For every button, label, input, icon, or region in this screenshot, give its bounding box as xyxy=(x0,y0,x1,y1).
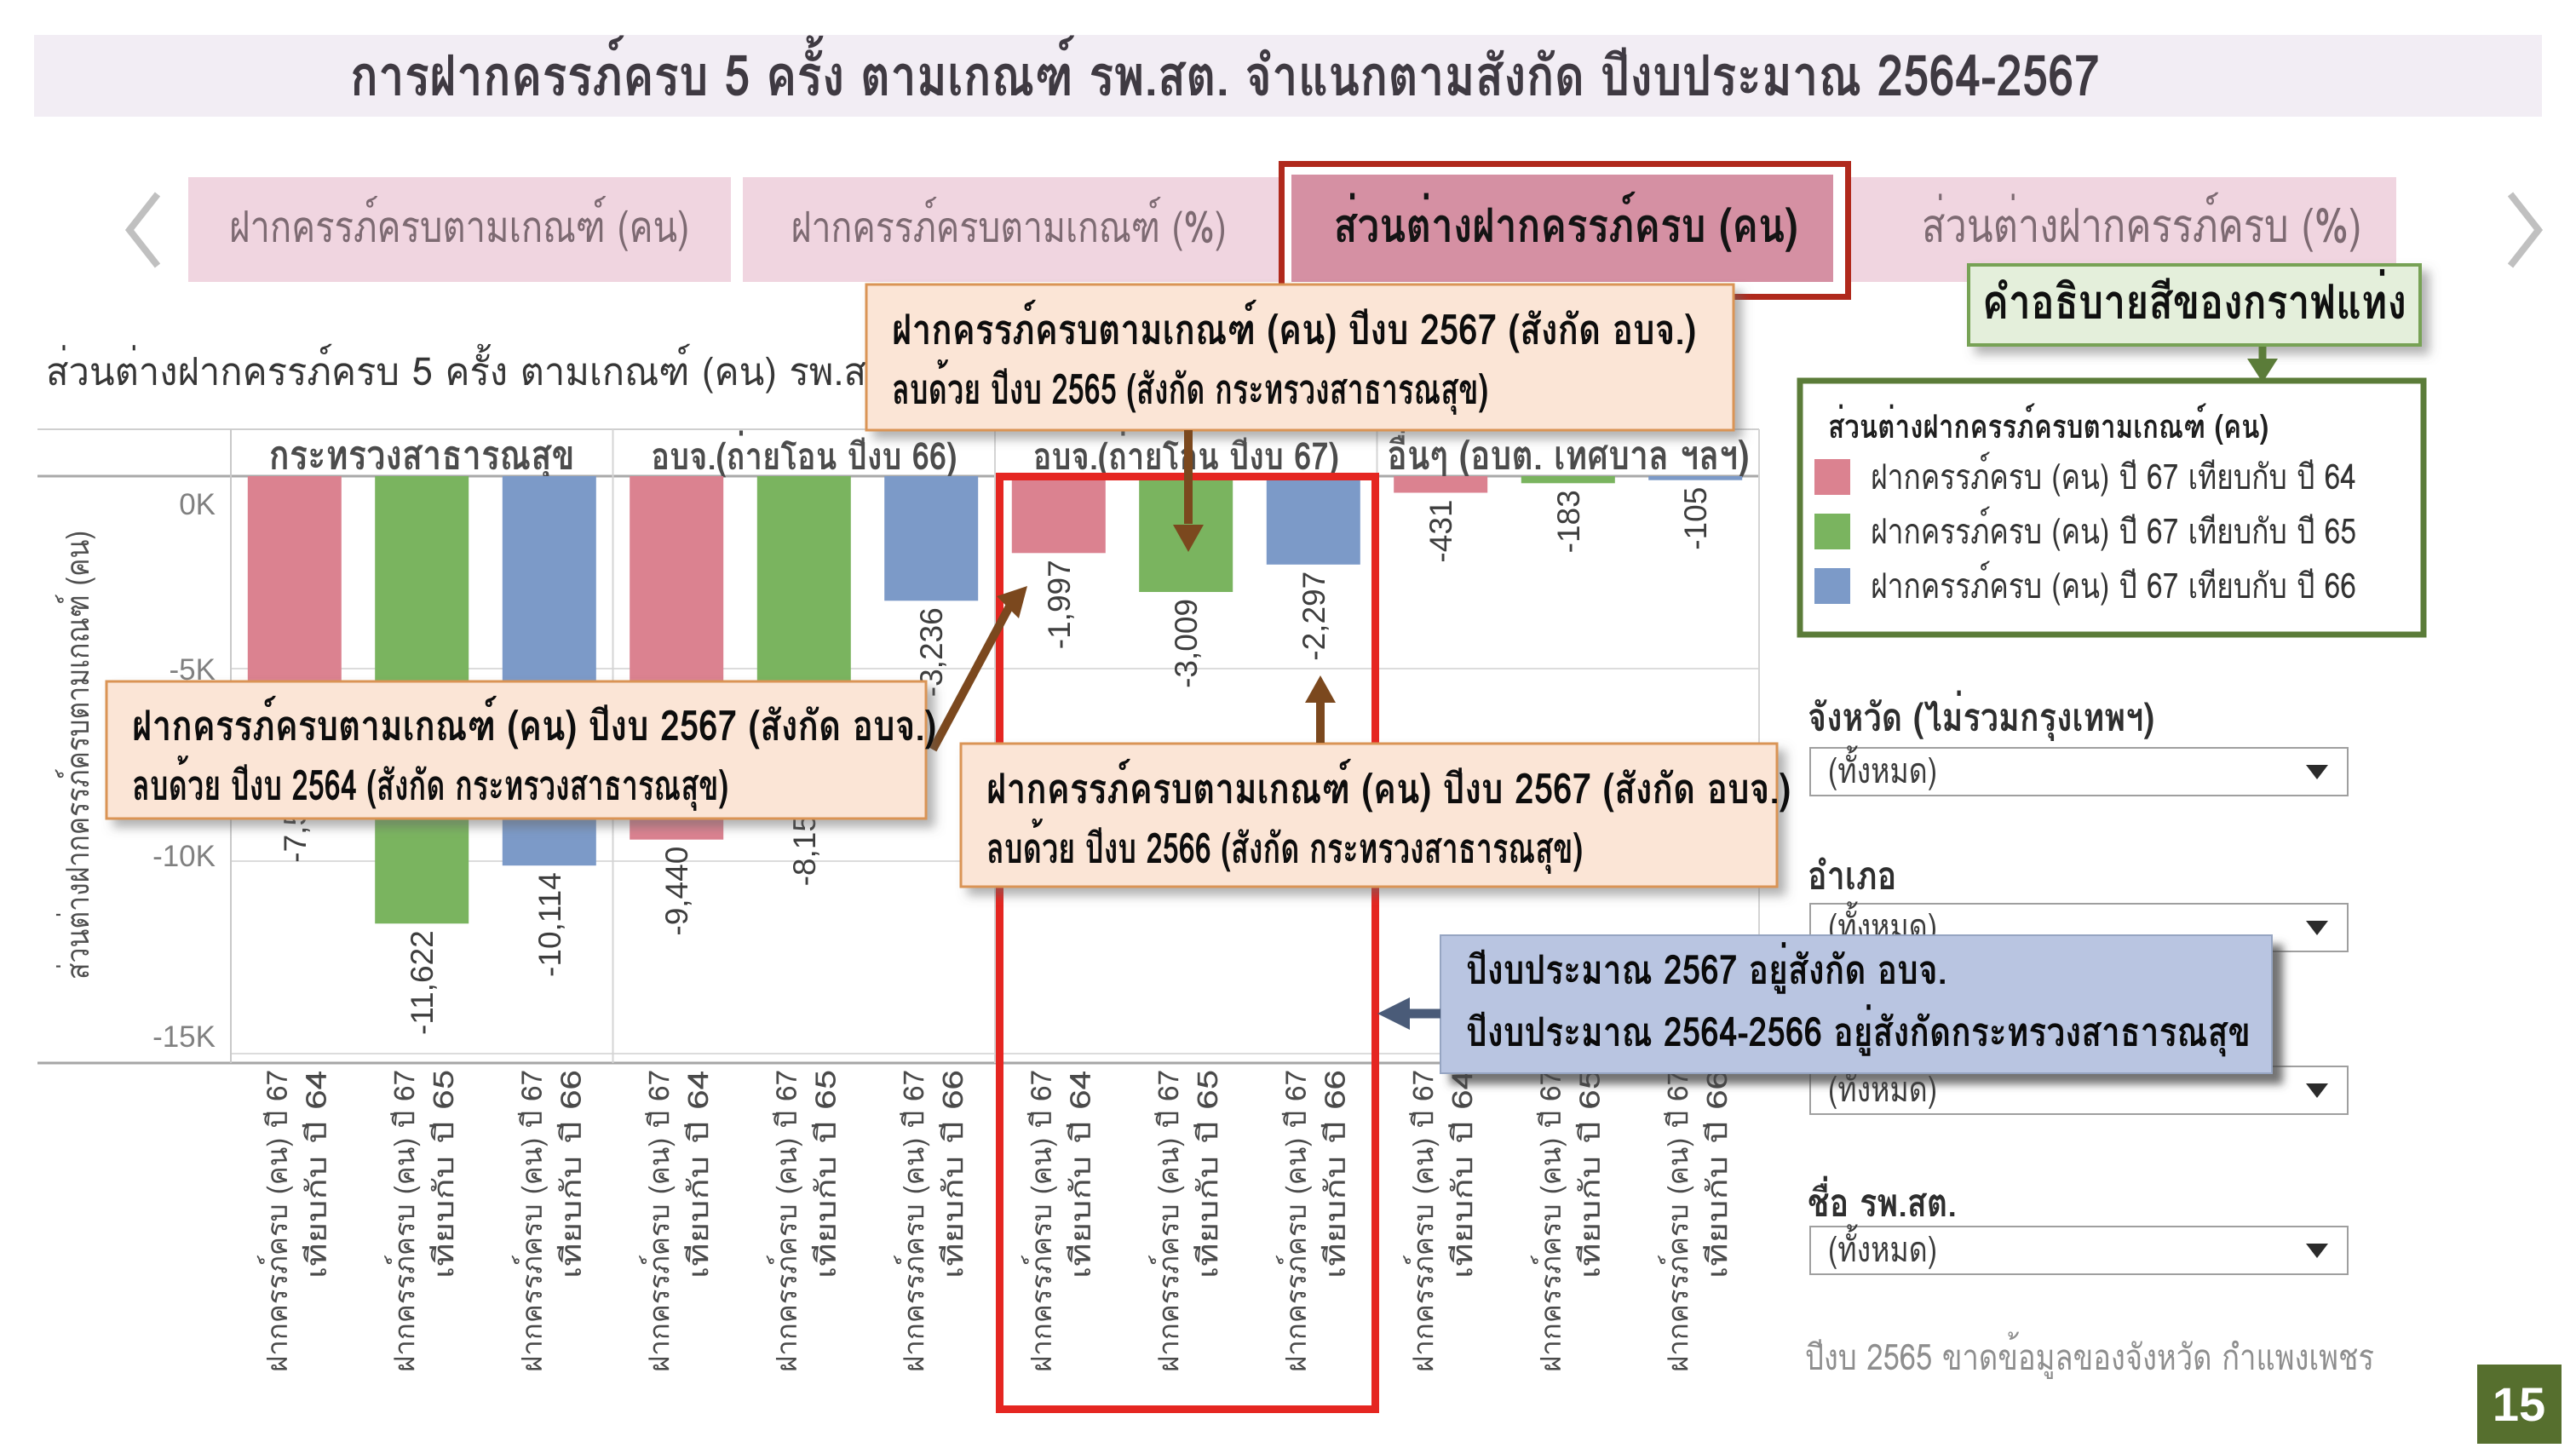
svg-text:-105: -105 xyxy=(1678,487,1713,550)
svg-text:-10,114: -10,114 xyxy=(532,872,567,977)
svg-text:-2,297: -2,297 xyxy=(1297,572,1331,661)
svg-text:-1,997: -1,997 xyxy=(1042,560,1077,649)
svg-text:-3,009: -3,009 xyxy=(1169,599,1204,688)
svg-text:-183: -183 xyxy=(1551,490,1586,553)
svg-text:-9,440: -9,440 xyxy=(659,847,694,936)
svg-text:15: 15 xyxy=(2493,1377,2545,1431)
svg-text:0K: 0K xyxy=(179,488,216,521)
svg-text:-15K: -15K xyxy=(152,1020,216,1054)
svg-text:-10K: -10K xyxy=(152,840,216,873)
svg-text:-431: -431 xyxy=(1423,500,1458,563)
svg-text:-11,622: -11,622 xyxy=(405,930,440,1035)
